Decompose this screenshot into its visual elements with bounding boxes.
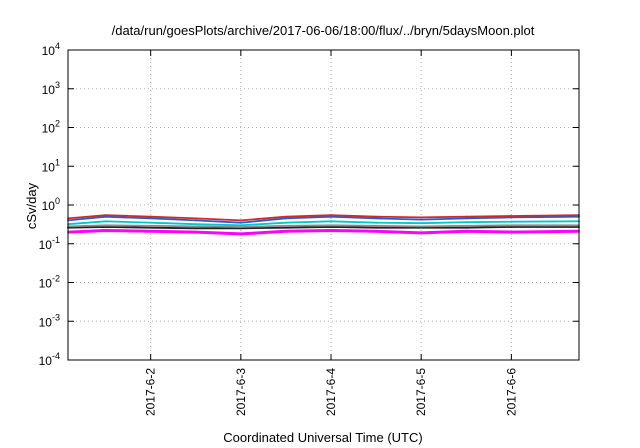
series-group	[67, 214, 580, 236]
data-point	[330, 229, 332, 232]
data-point	[194, 225, 197, 228]
data-point	[149, 215, 152, 218]
data-point	[104, 226, 107, 228]
y-tick-label: 10-3	[39, 312, 60, 329]
data-point	[420, 218, 423, 221]
data-point	[149, 217, 152, 220]
x-tick-labels: 2017-6-2 2017-6-3 2017-6-4 2017-6-5 2017-6-6	[144, 50, 518, 416]
data-point	[375, 221, 377, 224]
x-tick-label: 2017-6-2	[144, 368, 158, 416]
data-point	[149, 221, 152, 224]
data-point	[420, 225, 423, 228]
data-point	[420, 222, 423, 225]
data-point	[330, 220, 332, 223]
y-tick-label: 101	[42, 157, 60, 174]
series-line	[67, 215, 580, 224]
series-line	[67, 226, 579, 230]
data-point	[104, 214, 107, 217]
data-point	[465, 226, 468, 229]
data-point	[285, 226, 287, 229]
x-tick-label: 2017-6-6	[504, 368, 518, 416]
data-point	[510, 224, 513, 227]
series-line	[67, 229, 580, 236]
data-point	[330, 214, 332, 217]
data-point	[375, 230, 377, 233]
data-point	[104, 224, 107, 227]
data-point	[465, 215, 468, 218]
chart-title: /data/run/goesPlots/archive/2017-06-06/1…	[112, 23, 535, 38]
data-point	[330, 224, 332, 227]
data-point	[285, 221, 287, 224]
y-tick-label: 103	[42, 80, 60, 97]
data-point	[510, 231, 513, 234]
data-point	[510, 220, 513, 223]
y-tick-label: 10-4	[39, 351, 60, 368]
x-tick-label: 2017-6-3	[234, 368, 248, 416]
data-point	[285, 215, 287, 218]
data-point	[194, 217, 197, 220]
data-point	[104, 220, 107, 223]
data-point	[465, 224, 468, 227]
data-point	[285, 230, 287, 233]
data-point	[375, 215, 377, 218]
grid	[68, 50, 579, 360]
data-point	[239, 221, 242, 224]
data-point	[149, 224, 152, 227]
data-point	[285, 217, 287, 220]
y-tick-label: 10-2	[39, 274, 60, 291]
y-tick-label: 10-1	[39, 235, 60, 252]
data-point	[104, 215, 107, 218]
y-tick-label: 102	[42, 119, 60, 136]
data-point	[420, 216, 423, 219]
y-tick-label: 104	[42, 41, 60, 58]
y-tick-labels: 10-4 10-3 10-2 10-1 100 101 102 103 104	[39, 41, 579, 368]
data-point	[194, 223, 197, 226]
data-point	[375, 226, 377, 229]
data-point	[375, 217, 377, 220]
x-tick-label: 2017-6-5	[414, 368, 428, 416]
data-point	[510, 216, 513, 219]
data-point	[510, 226, 513, 228]
data-point	[239, 219, 242, 222]
data-point	[285, 224, 287, 227]
data-point	[194, 227, 197, 230]
data-point	[149, 226, 152, 229]
y-tick-label: 100	[42, 196, 60, 213]
data-point	[239, 226, 242, 228]
series-line	[67, 224, 579, 228]
data-point	[104, 229, 107, 232]
x-tick-label: 2017-6-4	[324, 368, 338, 416]
data-point	[330, 226, 332, 228]
data-point	[465, 217, 468, 220]
data-point	[194, 231, 197, 234]
data-point	[239, 224, 242, 227]
data-point	[420, 232, 423, 234]
y-axis-label: cSv/day	[24, 182, 39, 229]
x-axis-label: Coordinated Universal Time (UTC)	[223, 430, 422, 445]
data-point	[239, 233, 242, 235]
data-point	[510, 215, 513, 217]
data-point	[194, 219, 197, 222]
series-line	[67, 214, 580, 222]
data-point	[149, 230, 152, 233]
series-line	[67, 220, 580, 227]
data-point	[375, 224, 377, 227]
data-point	[465, 230, 468, 233]
data-point	[465, 221, 468, 224]
data-point	[330, 215, 332, 218]
